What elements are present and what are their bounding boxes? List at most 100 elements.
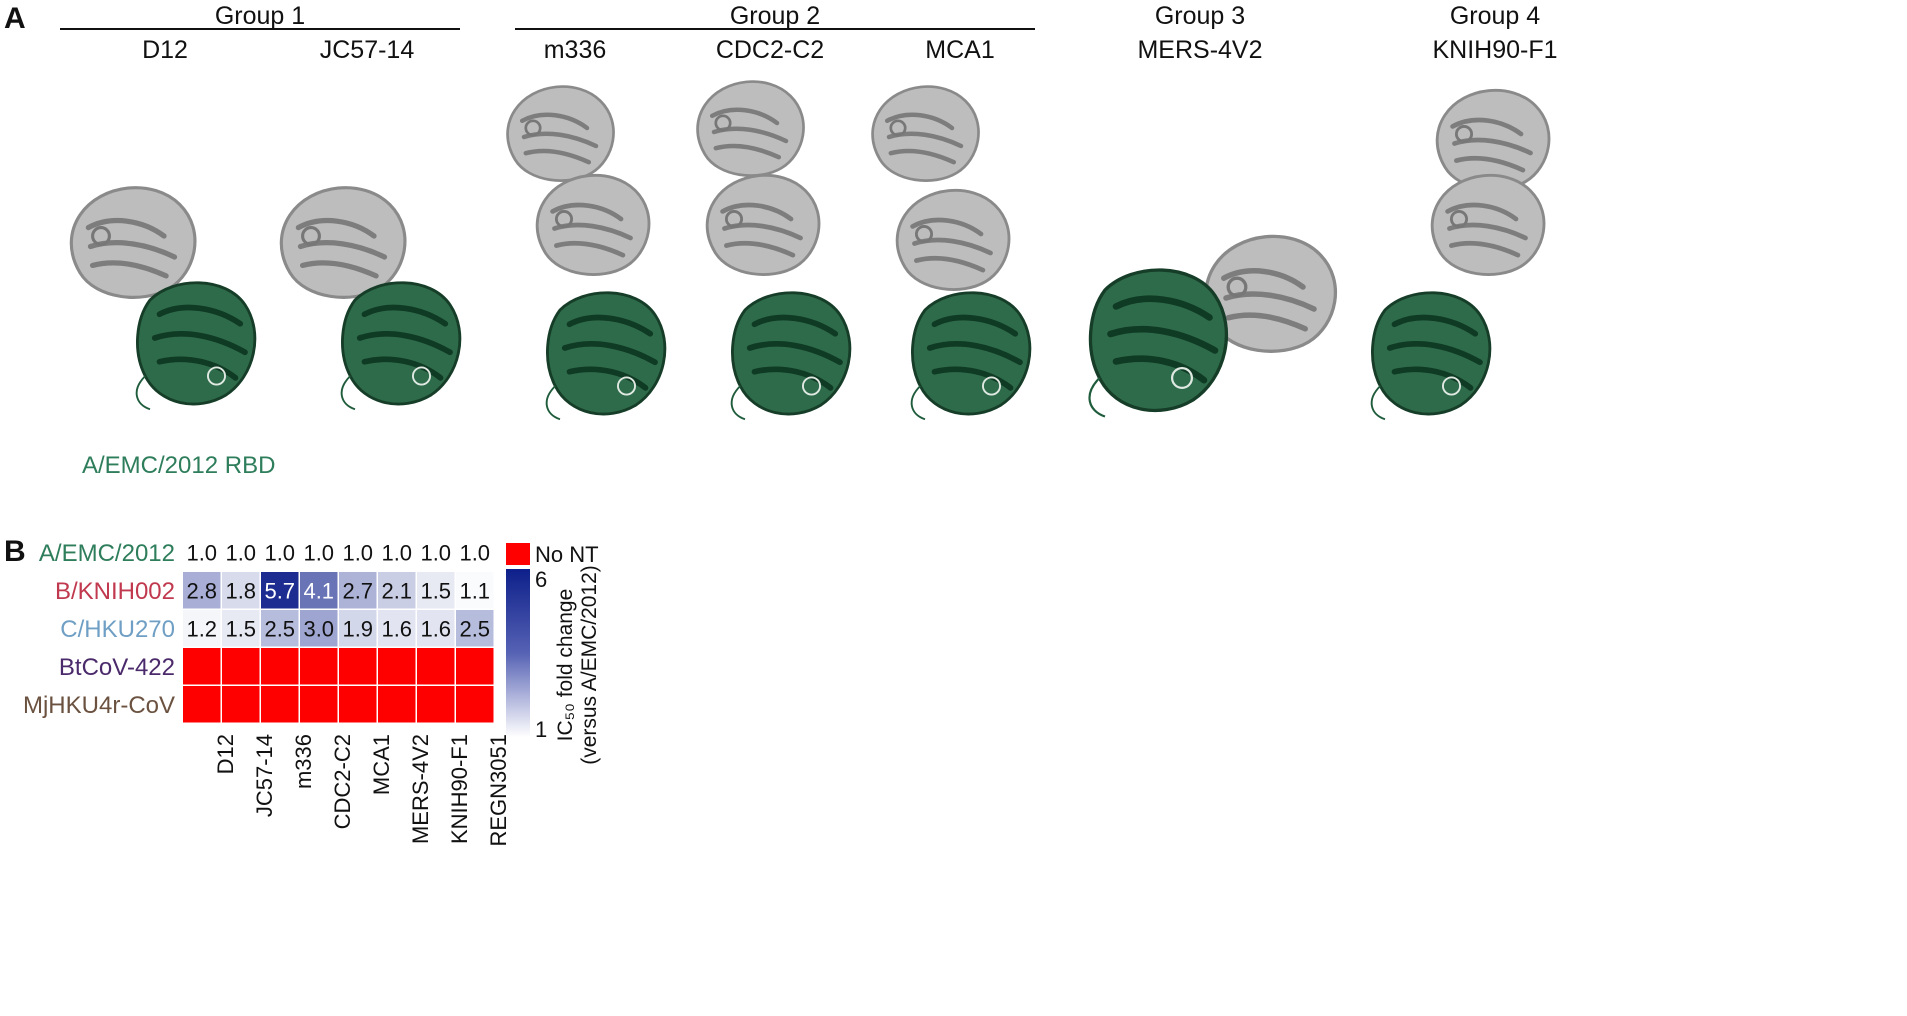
group-3-title: Group 3 xyxy=(1154,2,1246,30)
structure-cdc2-c2-bottom xyxy=(707,175,819,274)
heatmap-cell-3-3 xyxy=(300,648,338,685)
heatmap-value-2-4: 1.9 xyxy=(342,616,373,641)
heatmap-cell-1-5 xyxy=(378,572,416,609)
group-2-title: Group 2 xyxy=(729,2,821,30)
antibody-name-m336: m336 xyxy=(543,36,607,64)
group-1-divider xyxy=(60,28,460,30)
heatmap-cell-2-5 xyxy=(378,610,416,647)
heatmap-cell-4-2 xyxy=(261,686,299,723)
heatmap-cell-3-5 xyxy=(378,648,416,685)
heatmap-cell-3-1 xyxy=(222,648,260,685)
heatmap-row-label-1: B/KNIH002 xyxy=(54,578,175,605)
heatmap-cell-2-0 xyxy=(183,610,221,647)
heatmap-cell-1-7 xyxy=(456,572,494,609)
heatmap-cell-4-6 xyxy=(417,686,455,723)
rbd-mers-4v2 xyxy=(1090,270,1227,416)
heatmap-value-0-1: 1.0 xyxy=(225,540,256,565)
heatmap-cell-3-4 xyxy=(339,648,377,685)
heatmap-column-label-0: D12 xyxy=(212,734,238,775)
heatmap-value-2-1: 1.5 xyxy=(225,616,256,641)
rbd-cdc2-c2 xyxy=(732,293,850,420)
heatmap-value-1-1: 1.8 xyxy=(225,578,256,603)
legend-axis-title: IC₅₀ fold change (versus A/EMC/2012) xyxy=(554,535,602,795)
heatmap-cell-0-0 xyxy=(183,534,221,571)
heatmap-row-label-0: A/EMC/2012 xyxy=(38,540,175,567)
group-4-title: Group 4 xyxy=(1449,2,1541,30)
antibody-name-knih90-f1: KNIH90-F1 xyxy=(1432,36,1558,64)
heatmap-value-2-6: 1.6 xyxy=(420,616,451,641)
structure-m336-bottom xyxy=(537,175,649,274)
heatmap-cell-0-3 xyxy=(300,534,338,571)
heatmap-value-2-3: 3.0 xyxy=(303,616,334,641)
heatmap-value-2-5: 1.6 xyxy=(381,616,412,641)
heatmap-value-1-5: 2.1 xyxy=(381,578,412,603)
heatmap-row-label-2: C/HKU270 xyxy=(60,616,175,643)
legend-color-gradient xyxy=(506,569,530,737)
rbd-mca1 xyxy=(912,293,1030,420)
heatmap-value-0-2: 1.0 xyxy=(264,540,295,565)
heatmap-cell-1-6 xyxy=(417,572,455,609)
heatmap-cell-4-5 xyxy=(378,686,416,723)
antibody-name-jc57-14: JC57-14 xyxy=(319,36,415,64)
heatmap-value-1-2: 5.7 xyxy=(264,578,295,603)
rbd-knih90-f1 xyxy=(1372,293,1490,420)
heatmap-value-1-0: 2.8 xyxy=(186,578,217,603)
heatmap-column-label-3: CDC2-C2 xyxy=(329,734,355,830)
heatmap-cell-4-4 xyxy=(339,686,377,723)
heatmap-column-label-1: JC57-14 xyxy=(251,734,277,818)
legend-axis-title-line1: IC₅₀ fold change xyxy=(554,588,577,742)
heatmap-value-0-3: 1.0 xyxy=(303,540,334,565)
structure-knih90-f1-bottom xyxy=(1432,175,1544,274)
heatmap-value-2-7: 2.5 xyxy=(459,616,490,641)
heatmap-column-label-6: KNIH90-F1 xyxy=(446,734,472,845)
structure-mca1-bottom xyxy=(897,190,1009,289)
antibody-name-mers-4v2: MERS-4V2 xyxy=(1137,36,1263,64)
heatmap-cell-2-7 xyxy=(456,610,494,647)
heatmap-cell-3-0 xyxy=(183,648,221,685)
heatmap-cell-3-6 xyxy=(417,648,455,685)
rbd-jc57-14 xyxy=(342,283,460,410)
heatmap-cell-2-3 xyxy=(300,610,338,647)
heatmap-row-label-4: MjHKU4r-CoV xyxy=(22,692,175,719)
structure-d12 xyxy=(71,188,195,298)
heatmap-cell-1-3 xyxy=(300,572,338,609)
heatmap-cell-4-0 xyxy=(183,686,221,723)
heatmap-cell-0-2 xyxy=(261,534,299,571)
heatmap-cell-3-2 xyxy=(261,648,299,685)
heatmap-cell-2-1 xyxy=(222,610,260,647)
heatmap-column-label-5: MERS-4V2 xyxy=(407,734,433,845)
legend-axis-title-line2: (versus A/EMC/2012) xyxy=(578,565,601,765)
heatmap-cell-2-6 xyxy=(417,610,455,647)
heatmap-value-1-3: 4.1 xyxy=(303,578,334,603)
legend-no-nt-label: No NT xyxy=(535,542,599,567)
rbd-caption: A/EMC/2012 RBD xyxy=(82,452,276,479)
structure-jc57-14 xyxy=(281,188,405,298)
structure-m336-top xyxy=(508,87,614,181)
panel-b-letter: B xyxy=(4,535,26,568)
heatmap-cell-0-7 xyxy=(456,534,494,571)
rbd-m336 xyxy=(547,293,665,420)
heatmap-cell-4-3 xyxy=(300,686,338,723)
heatmap-cell-2-4 xyxy=(339,610,377,647)
heatmap-column-label-2: m336 xyxy=(290,734,316,790)
antibody-name-d12: D12 xyxy=(142,36,188,64)
panel-a-letter: A xyxy=(4,2,26,35)
rbd-d12 xyxy=(137,283,255,410)
legend-min-label: 1 xyxy=(535,717,548,742)
heatmap-value-1-6: 1.5 xyxy=(420,578,451,603)
heatmap-cell-0-1 xyxy=(222,534,260,571)
heatmap-column-label-7: REGN3051 xyxy=(485,734,511,847)
heatmap-value-0-0: 1.0 xyxy=(186,540,217,565)
legend-no-nt-swatch xyxy=(506,543,530,565)
heatmap-value-0-4: 1.0 xyxy=(342,540,373,565)
structure-mca1-top xyxy=(873,87,979,181)
heatmap-row-label-3: BtCoV-422 xyxy=(58,654,175,681)
heatmap-value-1-4: 2.7 xyxy=(342,578,373,603)
heatmap-value-2-2: 2.5 xyxy=(264,616,295,641)
heatmap-value-2-0: 1.2 xyxy=(186,616,217,641)
structure-cdc2-c2-top xyxy=(698,82,804,176)
heatmap-column-label-4: MCA1 xyxy=(368,734,394,796)
legend-max-label: 6 xyxy=(535,567,548,592)
heatmap-cell-2-2 xyxy=(261,610,299,647)
heatmap-cell-1-0 xyxy=(183,572,221,609)
